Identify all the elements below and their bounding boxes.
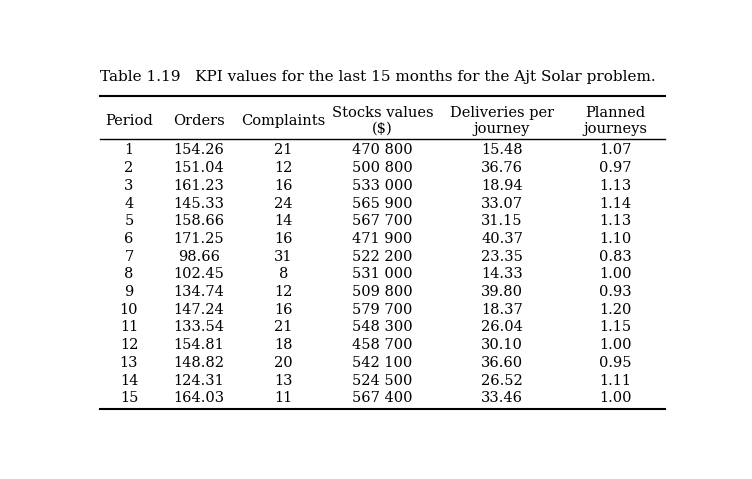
- Text: 24: 24: [274, 196, 293, 211]
- Text: 20: 20: [274, 356, 293, 370]
- Text: 33.07: 33.07: [481, 196, 523, 211]
- Text: 531 000: 531 000: [352, 267, 413, 281]
- Text: 6: 6: [124, 232, 134, 246]
- Text: 102.45: 102.45: [174, 267, 224, 281]
- Text: 21: 21: [274, 143, 293, 158]
- Text: 26.04: 26.04: [481, 320, 523, 334]
- Text: 1.11: 1.11: [599, 374, 632, 388]
- Text: 18.37: 18.37: [481, 303, 523, 317]
- Text: 567 700: 567 700: [352, 214, 413, 228]
- Text: 18.94: 18.94: [481, 179, 523, 193]
- Text: Stocks values
($): Stocks values ($): [332, 106, 433, 136]
- Text: 15: 15: [120, 391, 138, 405]
- Text: 2: 2: [124, 161, 134, 175]
- Text: 0.95: 0.95: [599, 356, 632, 370]
- Text: 151.04: 151.04: [174, 161, 224, 175]
- Text: 0.97: 0.97: [599, 161, 632, 175]
- Text: 18: 18: [274, 338, 293, 352]
- Text: 533 000: 533 000: [352, 179, 413, 193]
- Text: 13: 13: [120, 356, 138, 370]
- Text: 9: 9: [124, 285, 134, 299]
- Text: 16: 16: [274, 303, 293, 317]
- Text: 1.13: 1.13: [599, 179, 632, 193]
- Text: 36.60: 36.60: [481, 356, 523, 370]
- Text: 148.82: 148.82: [174, 356, 224, 370]
- Text: 471 900: 471 900: [353, 232, 413, 246]
- Text: 14: 14: [274, 214, 293, 228]
- Text: 10: 10: [120, 303, 138, 317]
- Text: 13: 13: [274, 374, 293, 388]
- Text: 134.74: 134.74: [174, 285, 224, 299]
- Text: 1.00: 1.00: [599, 338, 632, 352]
- Text: 1: 1: [124, 143, 134, 158]
- Text: 524 500: 524 500: [352, 374, 413, 388]
- Text: 1.00: 1.00: [599, 391, 632, 405]
- Text: 3: 3: [124, 179, 134, 193]
- Text: 7: 7: [124, 250, 134, 263]
- Text: 1.15: 1.15: [599, 320, 632, 334]
- Text: 154.81: 154.81: [174, 338, 224, 352]
- Text: 542 100: 542 100: [353, 356, 413, 370]
- Text: 40.37: 40.37: [481, 232, 523, 246]
- Text: 14.33: 14.33: [481, 267, 523, 281]
- Text: Table 1.19   KPI values for the last 15 months for the Ajt Solar problem.: Table 1.19 KPI values for the last 15 mo…: [100, 70, 656, 84]
- Text: 509 800: 509 800: [352, 285, 413, 299]
- Text: 31: 31: [274, 250, 293, 263]
- Text: 5: 5: [124, 214, 134, 228]
- Text: 161.23: 161.23: [174, 179, 224, 193]
- Text: 565 900: 565 900: [352, 196, 413, 211]
- Text: 458 700: 458 700: [352, 338, 413, 352]
- Text: 8: 8: [279, 267, 288, 281]
- Text: 12: 12: [274, 285, 293, 299]
- Text: 1.20: 1.20: [599, 303, 632, 317]
- Text: 124.31: 124.31: [174, 374, 224, 388]
- Text: 1.10: 1.10: [599, 232, 632, 246]
- Text: 147.24: 147.24: [174, 303, 224, 317]
- Text: 12: 12: [120, 338, 138, 352]
- Text: 145.33: 145.33: [174, 196, 224, 211]
- Text: 500 800: 500 800: [352, 161, 413, 175]
- Text: 11: 11: [274, 391, 293, 405]
- Text: 30.10: 30.10: [481, 338, 523, 352]
- Text: 0.93: 0.93: [599, 285, 632, 299]
- Text: 164.03: 164.03: [174, 391, 224, 405]
- Text: 154.26: 154.26: [174, 143, 224, 158]
- Text: 36.76: 36.76: [481, 161, 523, 175]
- Text: Complaints: Complaints: [241, 114, 326, 128]
- Text: 21: 21: [274, 320, 293, 334]
- Text: 522 200: 522 200: [352, 250, 413, 263]
- Text: 1.00: 1.00: [599, 267, 632, 281]
- Text: 579 700: 579 700: [352, 303, 413, 317]
- Text: 567 400: 567 400: [352, 391, 413, 405]
- Text: 1.13: 1.13: [599, 214, 632, 228]
- Text: 133.54: 133.54: [174, 320, 224, 334]
- Text: 1.14: 1.14: [599, 196, 632, 211]
- Text: Orders: Orders: [173, 114, 225, 128]
- Text: 16: 16: [274, 232, 293, 246]
- Text: 33.46: 33.46: [481, 391, 523, 405]
- Text: Deliveries per
journey: Deliveries per journey: [450, 106, 554, 136]
- Text: 0.83: 0.83: [599, 250, 632, 263]
- Text: 23.35: 23.35: [481, 250, 523, 263]
- Text: 11: 11: [120, 320, 138, 334]
- Text: 4: 4: [124, 196, 134, 211]
- Text: Period: Period: [105, 114, 153, 128]
- Text: Planned
journeys: Planned journeys: [584, 106, 647, 136]
- Text: 98.66: 98.66: [178, 250, 220, 263]
- Text: 16: 16: [274, 179, 293, 193]
- Text: 8: 8: [124, 267, 134, 281]
- Text: 1.07: 1.07: [599, 143, 632, 158]
- Text: 15.48: 15.48: [481, 143, 523, 158]
- Text: 39.80: 39.80: [481, 285, 523, 299]
- Text: 548 300: 548 300: [352, 320, 413, 334]
- Text: 31.15: 31.15: [481, 214, 523, 228]
- Text: 12: 12: [274, 161, 293, 175]
- Text: 470 800: 470 800: [352, 143, 413, 158]
- Text: 26.52: 26.52: [481, 374, 523, 388]
- Text: 14: 14: [120, 374, 138, 388]
- Text: 171.25: 171.25: [174, 232, 224, 246]
- Text: 158.66: 158.66: [174, 214, 224, 228]
